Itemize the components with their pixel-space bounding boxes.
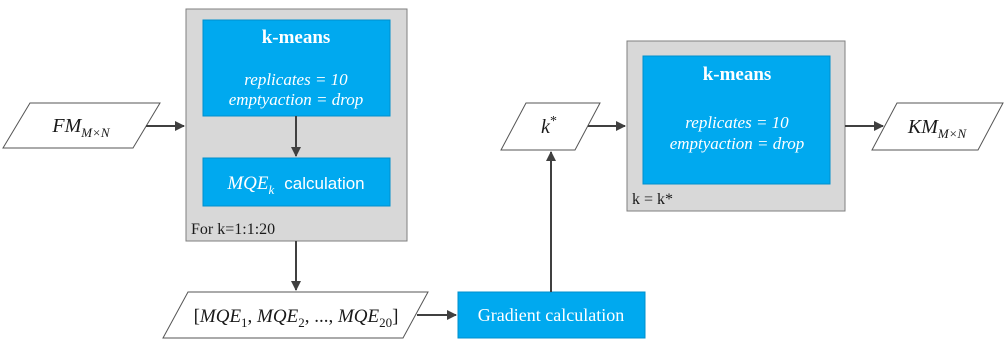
left-kmeans-title: k-means [262,27,331,48]
mqe-list-sep-2: , [305,306,315,327]
kstar-superscript: * [550,114,557,129]
left-kmeans-param-emptyaction: emptyaction = drop [229,90,364,109]
mqe-list-ellipsis: ... [314,306,328,327]
output-km-symbol: KM [907,116,939,138]
mqe-list-sub-last: 20 [379,315,392,330]
gradient-calculation-block [457,291,646,339]
input-fm-symbol: FM [51,115,82,137]
mqe-list-parallelogram [162,291,429,339]
mqe-list-sub-1: 1 [241,315,248,330]
output-km-subscript: M×N [937,126,968,141]
mqe-symbol: MQE [226,173,269,194]
right-kmeans-param-emptyaction: emptyaction = drop [670,134,805,153]
right-kmeans-param-replicates: replicates = 10 [685,113,789,132]
gradient-calculation-label: Gradient calculation [478,305,624,325]
mqe-list-sep-1: , [248,306,258,327]
left-kmeans-param-replicates: replicates = 10 [244,70,348,89]
right-loop-label: k = k* [632,191,673,208]
kstar-parallelogram [500,102,601,151]
input-fm-subscript: M×N [80,125,111,140]
mqe-list-label: [MQE1, MQE2, ..., MQE20] [194,306,399,330]
input-fm-label: FMM×N [51,115,110,140]
mqe-list-sep-3: , [328,306,338,327]
mqe-calc-text: calculation [284,174,364,193]
mqe-list-sub-2: 2 [298,315,305,330]
left-loop-label: For k=1:1:20 [191,221,275,238]
mqe-list-item-1: MQE [199,306,242,327]
mqe-calculation-block [202,157,391,207]
mqe-calculation-label: MQEk calculation [226,173,364,197]
mqe-list-item-2: MQE [256,306,299,327]
mqe-list-item-last: MQE [337,306,380,327]
kstar-symbol: k [541,116,551,138]
output-km-parallelogram [871,102,1004,151]
right-kmeans-title: k-means [703,64,772,85]
mqe-subscript: k [269,182,275,197]
output-km-label: KMM×N [907,116,968,141]
mqe-list-close-bracket: ] [392,306,398,327]
kstar-label: k* [541,114,557,138]
left-kmeans-block [202,19,391,117]
right-kmeans-block [642,55,831,185]
input-fm-parallelogram [2,102,161,149]
mqe-list-open-bracket: [ [194,306,200,327]
